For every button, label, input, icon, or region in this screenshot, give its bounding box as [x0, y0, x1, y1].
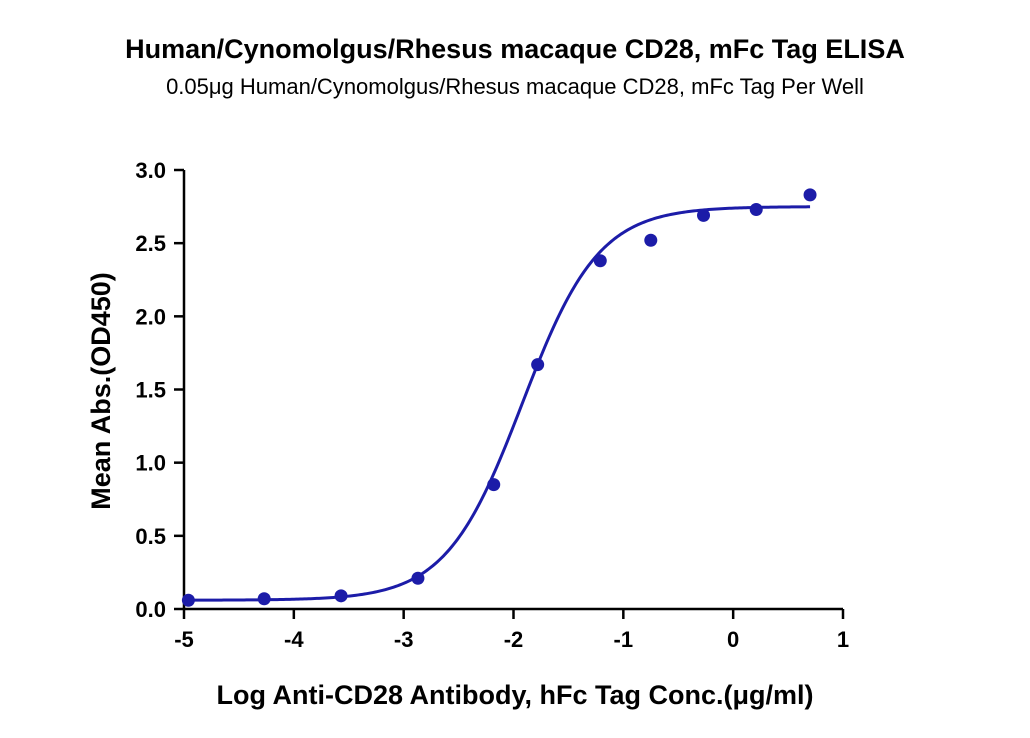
- x-tick-label: -4: [284, 627, 304, 652]
- x-tick-label: -3: [394, 627, 414, 652]
- data-point: [257, 592, 271, 606]
- y-tick-label: 3.0: [135, 158, 166, 183]
- data-point: [334, 589, 348, 603]
- y-tick-label: 2.5: [135, 231, 166, 256]
- chart-title: Human/Cynomolgus/Rhesus macaque CD28, mF…: [125, 34, 905, 64]
- x-axis-ticks: -5 -4 -3 -2 -1 0 1: [174, 609, 849, 652]
- x-tick-label: -2: [504, 627, 524, 652]
- x-axis-label: Log Anti-CD28 Antibody, hFc Tag Conc.(μg…: [217, 680, 814, 710]
- data-point: [644, 233, 658, 247]
- data-point: [531, 358, 545, 372]
- x-tick-label: 0: [727, 627, 739, 652]
- y-tick-label: 0.0: [135, 597, 166, 622]
- y-tick-label: 1.5: [135, 378, 166, 403]
- fit-curve: [188, 205, 811, 602]
- data-point: [411, 571, 425, 585]
- y-axis-ticks: 0.0 0.5 1.0 1.5 2.0 2.5 3.0: [135, 158, 184, 622]
- y-axis-label: Mean Abs.(OD450): [86, 272, 116, 510]
- data-point: [697, 208, 711, 222]
- data-points: [181, 188, 817, 607]
- data-point: [181, 593, 195, 607]
- y-tick-label: 1.0: [135, 451, 166, 476]
- data-point: [593, 254, 607, 268]
- axes: 0.0 0.5 1.0 1.5 2.0 2.5 3.0 -5 -4 -3 -2 -1 0 1: [135, 158, 849, 652]
- data-point: [803, 188, 817, 202]
- chart-subtitle: 0.05μg Human/Cynomolgus/Rhesus macaque C…: [166, 74, 864, 99]
- y-tick-label: 2.0: [135, 304, 166, 329]
- y-tick-label: 0.5: [135, 524, 166, 549]
- x-tick-label: -1: [614, 627, 634, 652]
- x-tick-label: 1: [837, 627, 849, 652]
- data-point: [749, 203, 763, 217]
- data-point: [487, 478, 501, 492]
- x-tick-label: -5: [174, 627, 194, 652]
